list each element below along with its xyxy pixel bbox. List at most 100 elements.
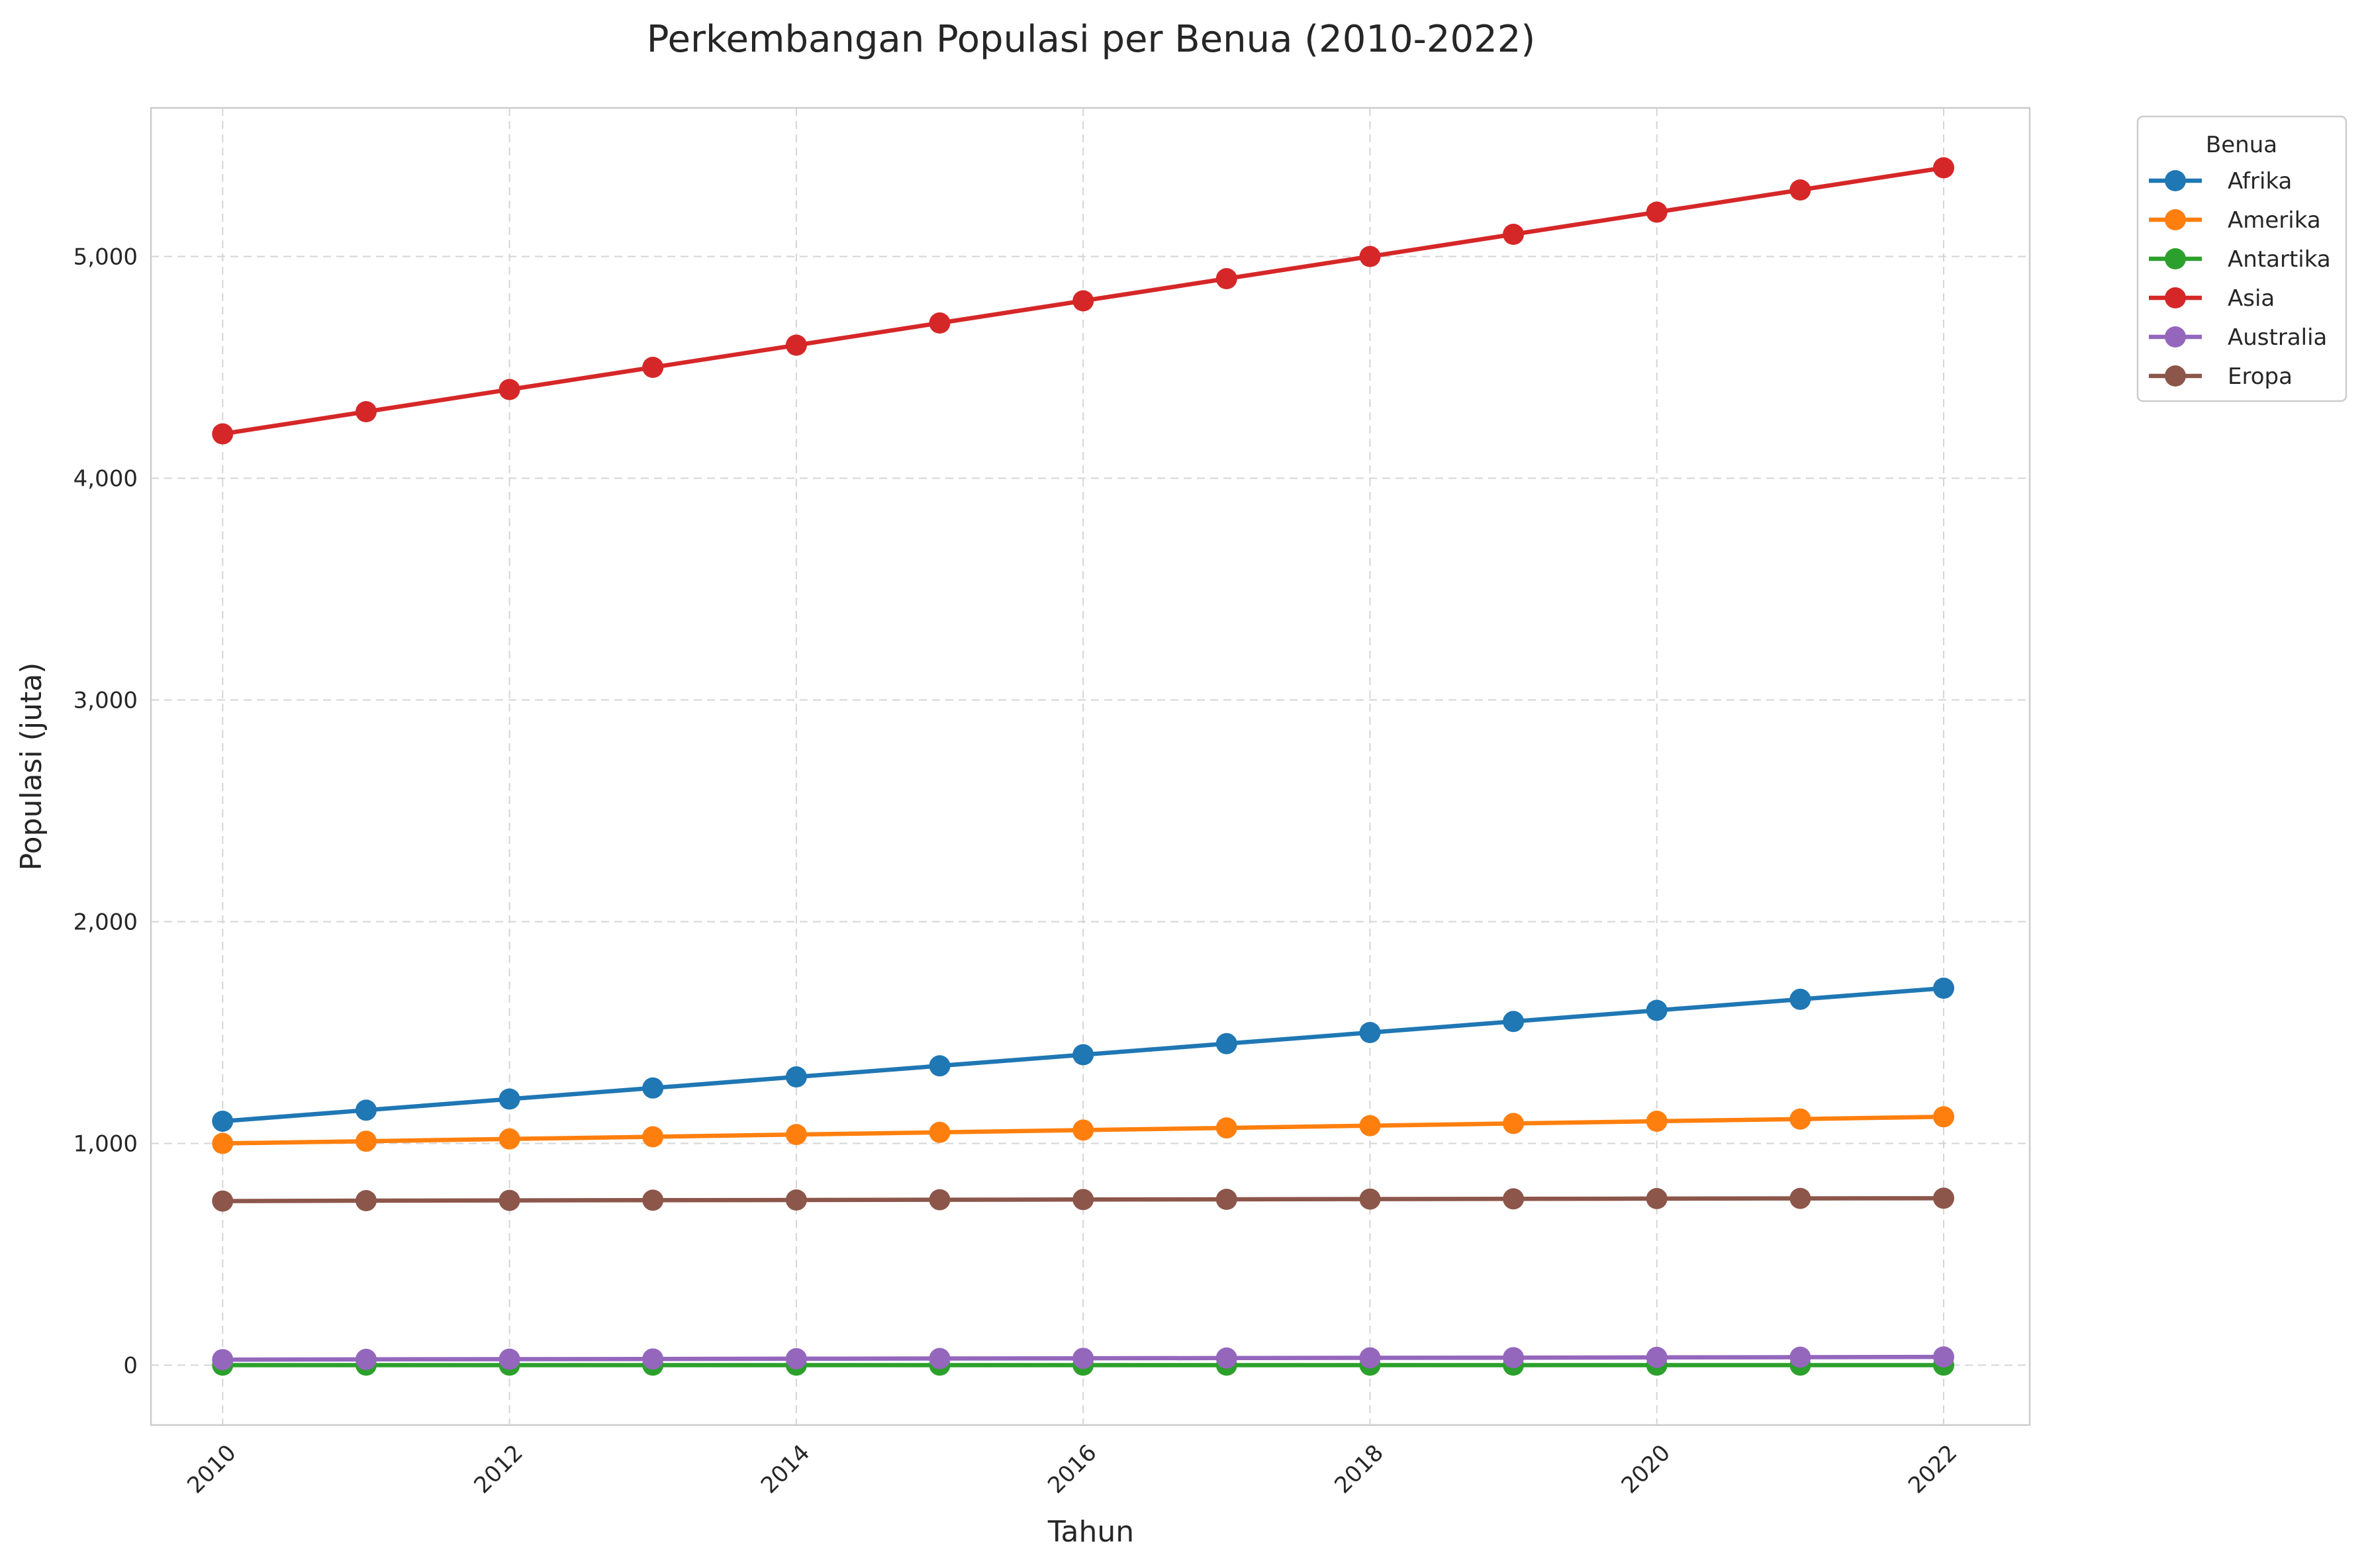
x-tick-label: 2016 xyxy=(1043,1440,1102,1499)
x-axis-ticks: 2010 2012 2014 2016 2018 2020 2022 xyxy=(182,1440,1962,1499)
legend-label: Antartika xyxy=(2228,246,2331,273)
y-tick-label: 3,000 xyxy=(73,687,138,714)
data-point xyxy=(1072,1044,1094,1066)
legend-title: Benua xyxy=(2206,132,2277,158)
data-point xyxy=(355,401,377,422)
y-tick-label: 1,000 xyxy=(73,1131,138,1158)
data-point xyxy=(1215,1033,1237,1054)
data-point xyxy=(785,1124,807,1146)
legend-box xyxy=(2136,115,2347,402)
data-point xyxy=(929,1055,951,1077)
x-tick-label: 2012 xyxy=(469,1440,528,1499)
legend-items: Afrika Amerika Antartika Asia Australia Eropa xyxy=(2149,168,2331,390)
data-point xyxy=(498,379,520,400)
data-point xyxy=(1359,1115,1381,1136)
data-point xyxy=(355,1348,377,1370)
legend-label: Amerika xyxy=(2228,207,2321,234)
data-point xyxy=(642,1126,664,1148)
data-point xyxy=(1789,1346,1811,1368)
data-point xyxy=(498,1128,520,1150)
data-point xyxy=(1646,999,1668,1021)
data-point xyxy=(212,423,234,445)
data-point xyxy=(1646,1346,1668,1368)
data-point xyxy=(785,334,807,356)
y-tick-label: 0 xyxy=(123,1353,138,1379)
legend-label: Eropa xyxy=(2228,363,2293,390)
data-point xyxy=(1215,1117,1237,1139)
series-amerika xyxy=(212,1106,1954,1154)
legend-item: Antartika xyxy=(2149,246,2331,273)
x-tick-label: 2014 xyxy=(756,1440,815,1499)
data-point xyxy=(212,1132,234,1154)
plot-area xyxy=(150,107,2031,1426)
legend-label: Australia xyxy=(2228,324,2327,351)
data-point xyxy=(1503,1347,1525,1369)
x-tick-label: 2020 xyxy=(1617,1440,1676,1499)
data-point xyxy=(1215,1347,1237,1369)
data-point xyxy=(642,1348,664,1370)
legend-swatch-marker xyxy=(2165,326,2186,347)
data-point xyxy=(212,1111,234,1132)
data-point xyxy=(1646,201,1668,223)
legend-swatch-marker xyxy=(2165,287,2186,308)
data-point xyxy=(1072,290,1094,312)
data-point xyxy=(1215,1189,1237,1210)
data-point xyxy=(1646,1111,1668,1132)
series-afrika xyxy=(212,978,1954,1132)
y-axis-label: Populasi (juta) xyxy=(15,663,48,871)
data-point xyxy=(1359,1188,1381,1210)
data-point xyxy=(1072,1119,1094,1141)
chart-title: Perkembangan Populasi per Benua (2010-20… xyxy=(647,18,1535,61)
x-tick-label: 2010 xyxy=(182,1440,241,1499)
data-point xyxy=(1072,1348,1094,1369)
data-point xyxy=(929,312,951,334)
series-australia xyxy=(212,1346,1954,1371)
data-point xyxy=(1933,157,1954,179)
data-point xyxy=(1503,224,1525,245)
series-eropa xyxy=(212,1187,1954,1212)
data-point xyxy=(929,1189,951,1211)
data-point xyxy=(642,1189,664,1211)
data-point xyxy=(1789,988,1811,1010)
data-point xyxy=(1789,1187,1811,1209)
data-point xyxy=(212,1190,234,1212)
data-point xyxy=(785,1348,807,1369)
data-point xyxy=(1933,978,1954,999)
y-axis-ticks: 0 1,000 2,000 3,000 4,000 5,000 xyxy=(73,244,138,1379)
data-point xyxy=(498,1189,520,1211)
y-tick-label: 2,000 xyxy=(73,909,138,936)
data-point xyxy=(355,1130,377,1152)
data-point xyxy=(1503,1011,1525,1033)
series-asia xyxy=(212,157,1954,445)
data-point xyxy=(1933,1187,1954,1209)
legend-swatch-marker xyxy=(2165,170,2186,191)
legend-item: Eropa xyxy=(2149,363,2293,390)
y-tick-label: 5,000 xyxy=(73,244,138,270)
legend-swatch-marker xyxy=(2165,209,2186,230)
data-point xyxy=(1789,179,1811,201)
data-point xyxy=(498,1348,520,1370)
data-point xyxy=(1359,1022,1381,1043)
data-point xyxy=(355,1099,377,1121)
data-point xyxy=(1503,1188,1525,1210)
data-point xyxy=(1215,268,1237,289)
data-point xyxy=(1933,1346,1954,1368)
data-point xyxy=(1359,246,1381,267)
data-point xyxy=(929,1348,951,1369)
data-point xyxy=(642,357,664,378)
legend: Benua Afrika Amerika Antartika Asia Australi… xyxy=(2136,115,2347,402)
series-layer xyxy=(212,157,1954,1376)
data-point xyxy=(929,1121,951,1143)
data-point xyxy=(1933,1106,1954,1128)
legend-item: Asia xyxy=(2149,285,2275,312)
legend-label: Afrika xyxy=(2228,168,2292,195)
x-tick-label: 2022 xyxy=(1903,1440,1962,1499)
data-point xyxy=(355,1190,377,1211)
data-point xyxy=(642,1077,664,1099)
data-point xyxy=(212,1349,234,1371)
legend-item: Afrika xyxy=(2149,168,2292,195)
data-point xyxy=(785,1066,807,1087)
data-point xyxy=(1789,1108,1811,1130)
data-point xyxy=(1072,1189,1094,1211)
